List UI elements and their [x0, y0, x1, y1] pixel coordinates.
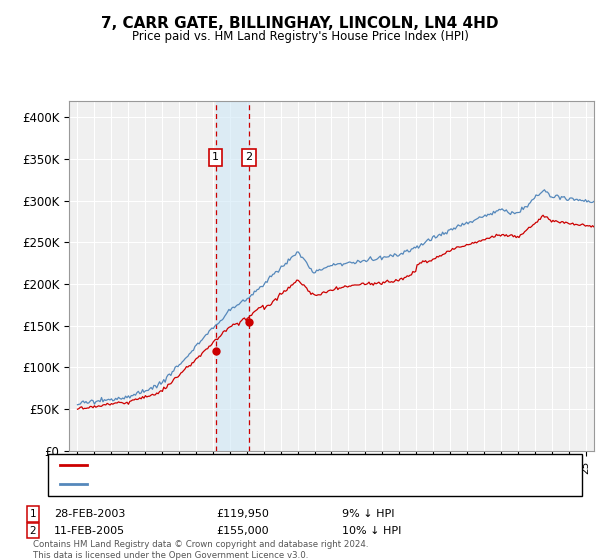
Text: 1: 1 [29, 509, 37, 519]
Text: 11-FEB-2005: 11-FEB-2005 [54, 526, 125, 536]
Text: 1: 1 [212, 152, 219, 162]
Text: Contains HM Land Registry data © Crown copyright and database right 2024.
This d: Contains HM Land Registry data © Crown c… [33, 540, 368, 559]
Text: 10% ↓ HPI: 10% ↓ HPI [342, 526, 401, 536]
Text: HPI: Average price, detached house, North Kesteven: HPI: Average price, detached house, Nort… [93, 479, 380, 489]
Text: 9% ↓ HPI: 9% ↓ HPI [342, 509, 395, 519]
Text: 2: 2 [245, 152, 253, 162]
Text: 7, CARR GATE, BILLINGHAY, LINCOLN, LN4 4HD: 7, CARR GATE, BILLINGHAY, LINCOLN, LN4 4… [101, 16, 499, 31]
Text: £119,950: £119,950 [216, 509, 269, 519]
Text: Price paid vs. HM Land Registry's House Price Index (HPI): Price paid vs. HM Land Registry's House … [131, 30, 469, 43]
Text: 7, CARR GATE, BILLINGHAY, LINCOLN, LN4 4HD (detached house): 7, CARR GATE, BILLINGHAY, LINCOLN, LN4 4… [93, 460, 451, 470]
Bar [215, 101, 249, 451]
Text: 2: 2 [29, 526, 37, 536]
Text: 28-FEB-2003: 28-FEB-2003 [54, 509, 125, 519]
Text: £155,000: £155,000 [216, 526, 269, 536]
